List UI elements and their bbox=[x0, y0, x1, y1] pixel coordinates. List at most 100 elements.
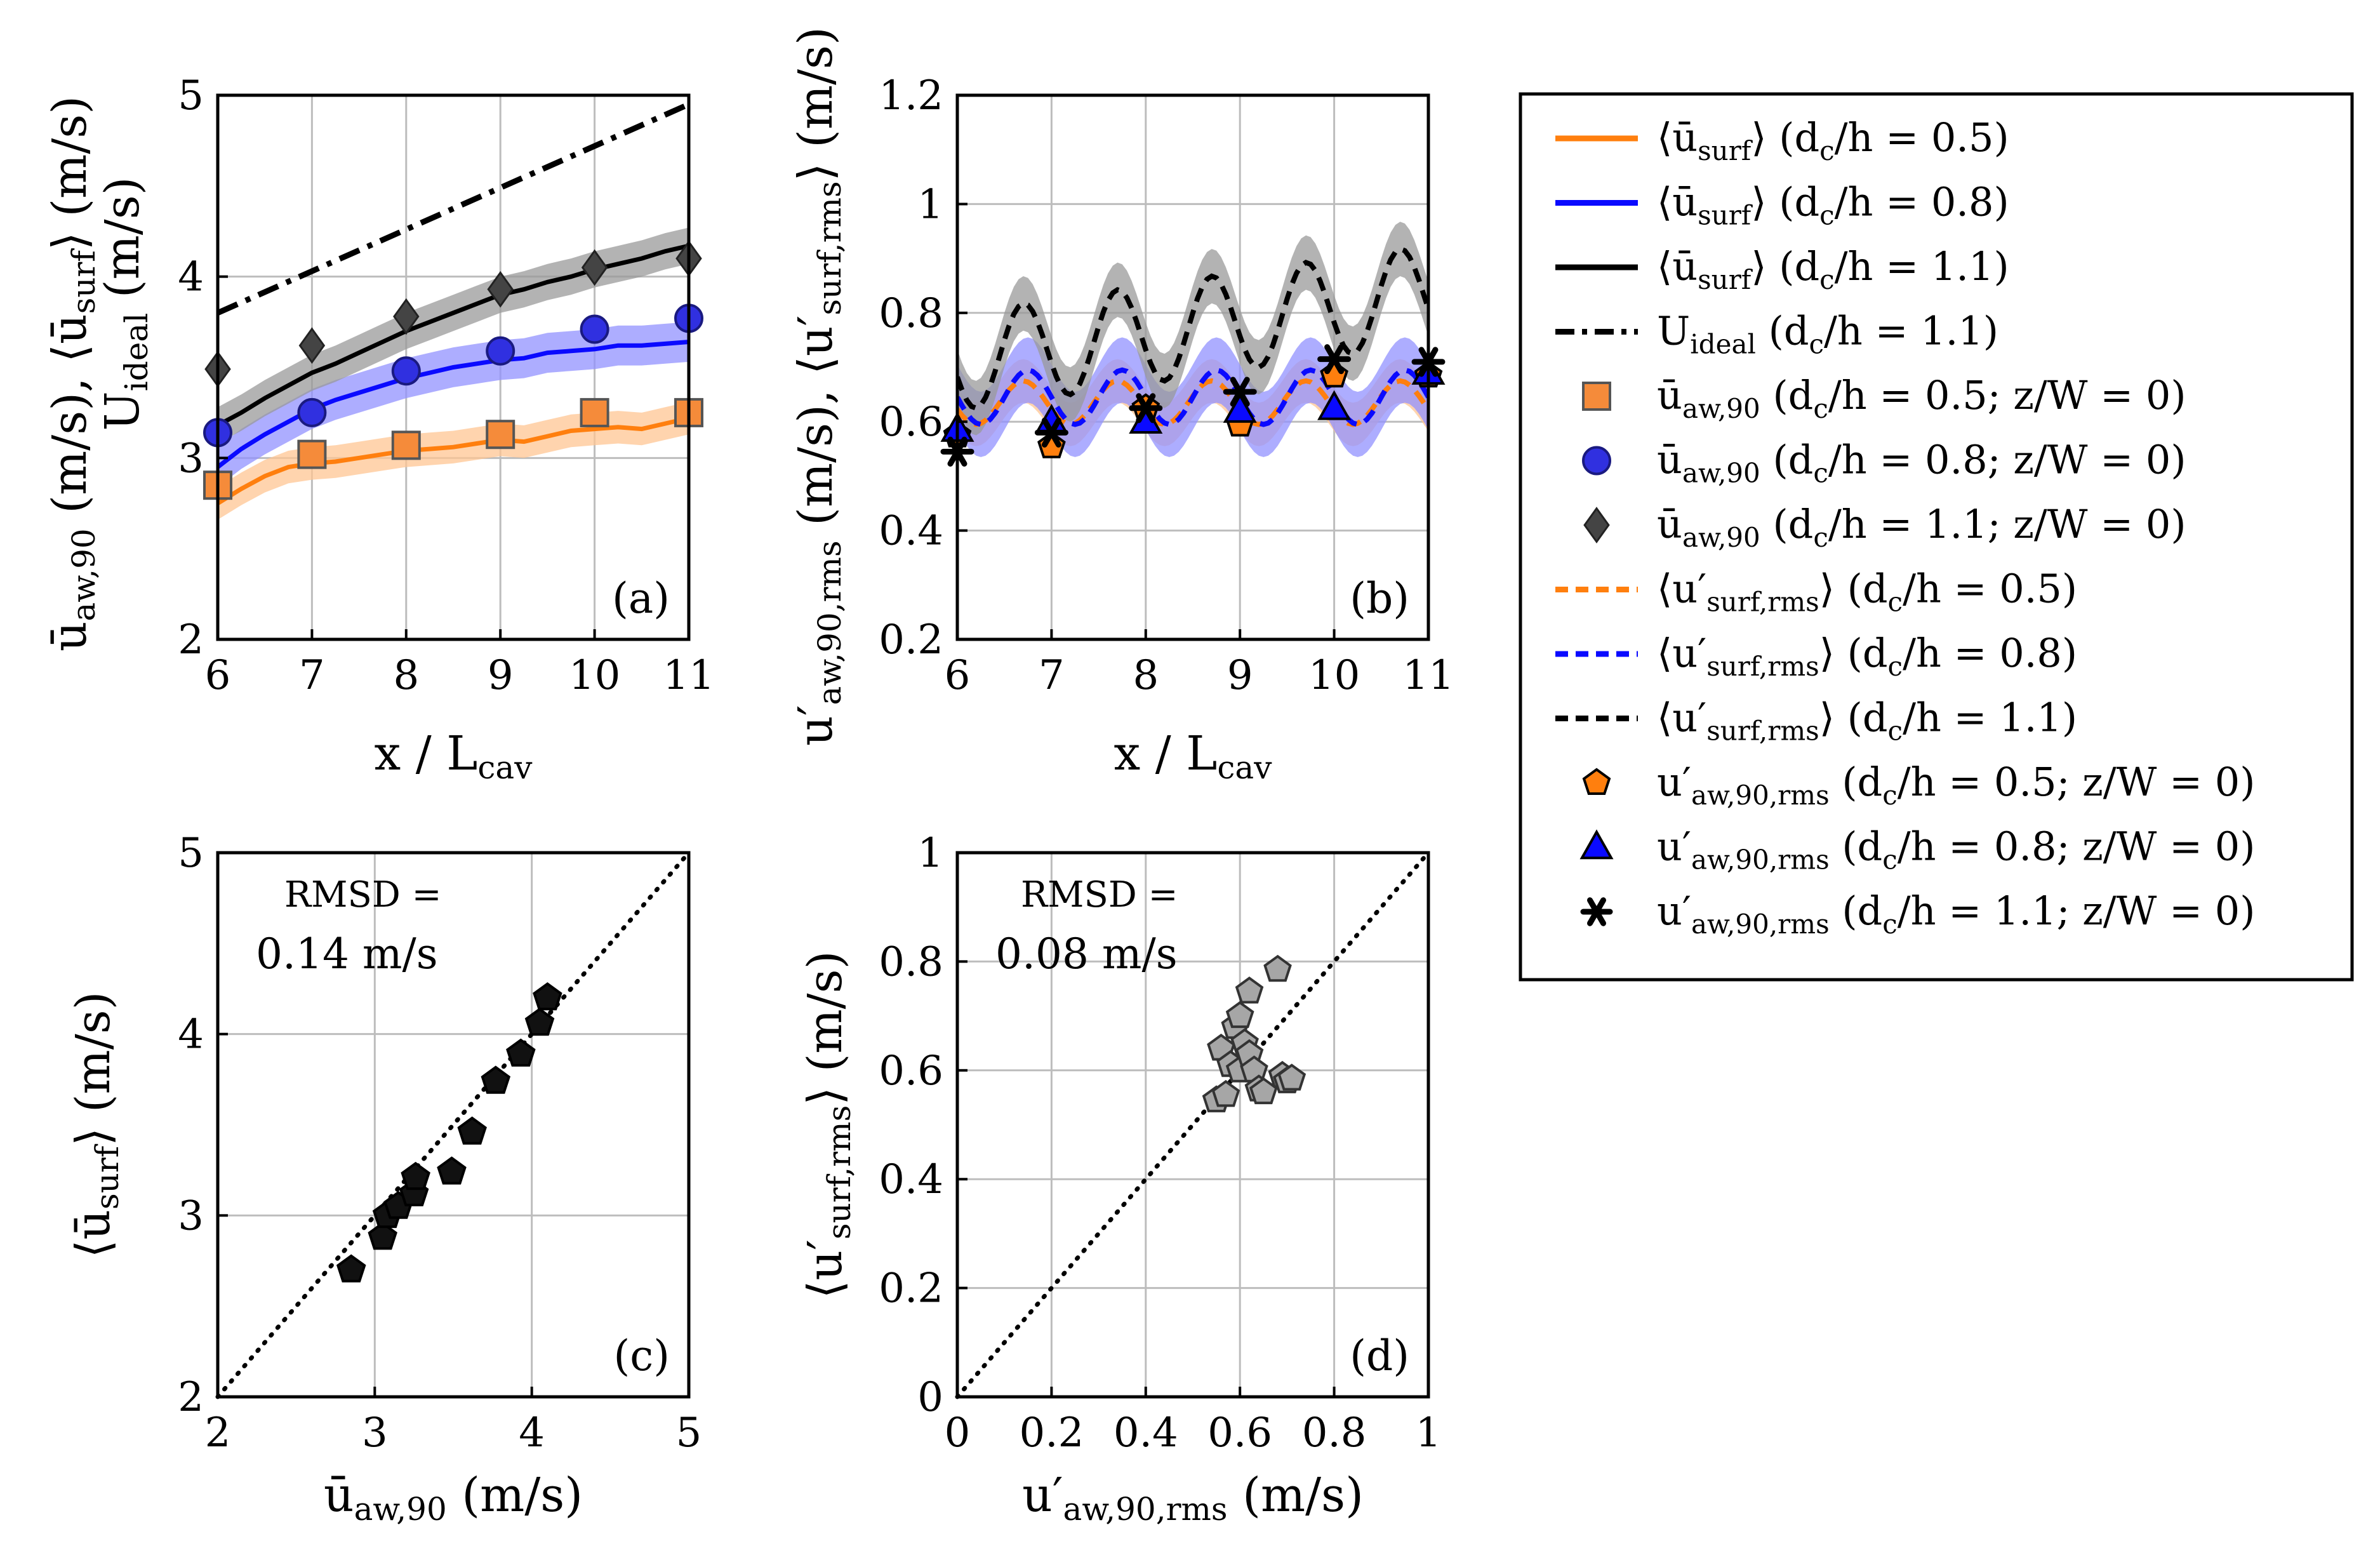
legend-label-tail: /h = 1.1) bbox=[1835, 243, 2009, 290]
y-tick-label: 4 bbox=[178, 1011, 204, 1058]
x-tick-label: 10 bbox=[569, 652, 620, 699]
legend-label-main: ū bbox=[1657, 372, 1682, 418]
label-part: ⟨ū bbox=[66, 1210, 121, 1258]
x-axis-label: x / Lcav bbox=[375, 726, 533, 786]
data-point bbox=[1235, 977, 1264, 1004]
label-part: ⟩ (m/s) bbox=[788, 27, 843, 181]
legend-label-rest: ⟩ (d bbox=[1819, 630, 1888, 676]
legend-label-main: u′ bbox=[1657, 823, 1691, 870]
y-tick-label: 0.8 bbox=[879, 290, 943, 337]
y-tick-label: 1 bbox=[917, 181, 943, 228]
legend-label: ⟨ūsurf⟩ (dc/h = 0.8) bbox=[1657, 179, 2009, 231]
legend-label-tail: /h = 1.1) bbox=[1824, 308, 1998, 354]
y-axis-label: ⟨u′surf,rms⟩ (m/s) bbox=[798, 951, 858, 1299]
legend-label-sub: aw,90,rms bbox=[1691, 909, 1830, 940]
y-tick-label: 0.8 bbox=[879, 938, 943, 985]
legend-label-main: U bbox=[1657, 308, 1690, 354]
panel-tag-a: (a) bbox=[612, 574, 670, 623]
label-subscript: surf,rms bbox=[811, 181, 848, 315]
legend-label-main: ⟨u′ bbox=[1657, 695, 1706, 741]
x-tick-label: 11 bbox=[663, 652, 714, 699]
y-tick-label: 3 bbox=[178, 1192, 204, 1239]
legend-label-main: u′ bbox=[1657, 759, 1691, 805]
x-tick-label: 7 bbox=[1039, 652, 1065, 699]
legend-label-tail: /h = 0.8) bbox=[1835, 179, 2009, 225]
legend-label-tail: /h = 0.5; z/W = 0) bbox=[1898, 759, 2256, 805]
legend-label: ⟨ūsurf⟩ (dc/h = 0.5) bbox=[1657, 114, 2009, 166]
legend-label: ⟨u′surf,rms⟩ (dc/h = 0.8) bbox=[1657, 630, 2077, 682]
data-point bbox=[1317, 390, 1352, 420]
data-point bbox=[1263, 954, 1292, 982]
uncertainty-band bbox=[218, 322, 689, 487]
legend-marker-swatch bbox=[1582, 768, 1611, 795]
rmsd-value: 0.08 m/s bbox=[995, 930, 1178, 978]
label-part: u′ bbox=[788, 705, 843, 745]
data-point bbox=[297, 439, 327, 469]
legend-label-rest: (d bbox=[1830, 823, 1883, 870]
legend-label-sub2: c bbox=[1813, 522, 1828, 553]
legend-label-sub2: c bbox=[1819, 200, 1835, 231]
panel-c: 2 3 4 5 2 3 4 5 RMSD = 0.14 m/s (c) ūaw,90 (m/s) ⟨ūs… bbox=[66, 830, 701, 1528]
legend-label: Uideal (dc/h = 1.1) bbox=[1657, 308, 1998, 360]
panel-tag-d: (d) bbox=[1350, 1331, 1409, 1380]
y-tick-label: 3 bbox=[178, 435, 204, 482]
legend-label-sub2: c bbox=[1809, 329, 1825, 360]
data-point bbox=[368, 1222, 397, 1250]
legend-label-sub: surf,rms bbox=[1706, 651, 1819, 682]
data-point bbox=[524, 1008, 555, 1036]
legend-entry: ⟨u′surf,rms⟩ (dc/h = 0.5) bbox=[1555, 566, 2077, 618]
legend-label-main: ⟨u′ bbox=[1657, 566, 1706, 612]
legend-label: ⟨u′surf,rms⟩ (dc/h = 1.1) bbox=[1657, 695, 2077, 747]
x-tick-label: 0.2 bbox=[1020, 1410, 1084, 1457]
series-line bbox=[218, 243, 689, 427]
y-tick-label: 2 bbox=[178, 617, 204, 663]
legend-label: ūaw,90 (dc/h = 0.5; z/W = 0) bbox=[1657, 372, 2186, 424]
legend-label-rest: ⟩ (d bbox=[1819, 566, 1888, 612]
legend: ⟨ūsurf⟩ (dc/h = 0.5)⟨ūsurf⟩ (dc/h = 0.8)… bbox=[1519, 92, 2354, 982]
label-subscript: aw,90,rms bbox=[1063, 1491, 1228, 1528]
x-tick-label: 1 bbox=[1416, 1410, 1442, 1457]
label-subscript: surf bbox=[65, 248, 102, 314]
legend-label-sub2: c bbox=[1882, 844, 1898, 876]
label-part: ⟩ (m/s) bbox=[66, 991, 121, 1145]
legend-entry: ⟨ūsurf⟩ (dc/h = 0.8) bbox=[1555, 179, 2009, 231]
legend-entry: Uideal (dc/h = 1.1) bbox=[1555, 308, 1998, 360]
legend-label: ⟨ūsurf⟩ (dc/h = 1.1) bbox=[1657, 243, 2009, 295]
x-tick-label: 8 bbox=[1133, 652, 1159, 699]
label-subscript: cav bbox=[1217, 749, 1272, 786]
asterisk-stroke bbox=[1136, 393, 1156, 423]
x-tick-label: 6 bbox=[945, 652, 971, 699]
data-point bbox=[1223, 377, 1257, 407]
legend-entry: u′aw,90,rms (dc/h = 1.1; z/W = 0) bbox=[1580, 888, 2255, 940]
legend-marker-swatch bbox=[1579, 829, 1614, 860]
y-tick-label: 5 bbox=[178, 72, 204, 119]
legend-label-sub2: c bbox=[1813, 458, 1828, 489]
label-subscript: ideal bbox=[118, 313, 155, 391]
y-tick-label: 0 bbox=[917, 1374, 943, 1421]
legend-label-sub: surf bbox=[1698, 135, 1753, 166]
x-axis-label: ūaw,90 (m/s) bbox=[324, 1468, 583, 1528]
asterisk-stroke bbox=[1587, 897, 1606, 926]
legend-entry: ⟨ūsurf⟩ (dc/h = 1.1) bbox=[1555, 243, 2009, 295]
y-tick-label: 0.2 bbox=[879, 617, 943, 663]
legend-label-tail: /h = 0.5) bbox=[1835, 114, 2009, 161]
identity-line bbox=[215, 850, 691, 1399]
y-axis-label: ⟨ūsurf⟩ (m/s) bbox=[66, 991, 126, 1258]
y-tick-label: 1.2 bbox=[879, 72, 943, 119]
data-point bbox=[1211, 1079, 1240, 1107]
legend-entry: ⟨ūsurf⟩ (dc/h = 0.5) bbox=[1555, 114, 2009, 166]
legend-label-main: ⟨ū bbox=[1657, 114, 1698, 161]
legend-label: u′aw,90,rms (dc/h = 1.1; z/W = 0) bbox=[1657, 888, 2255, 940]
legend-label-sub: ideal bbox=[1690, 329, 1756, 360]
label-subscript: aw,90 bbox=[354, 1491, 447, 1528]
label-part: ⟨u′ bbox=[798, 1239, 853, 1298]
legend-label-main: ⟨ū bbox=[1657, 243, 1698, 290]
x-tick-label: 10 bbox=[1308, 652, 1360, 699]
label-part: ⟩ (m/s) bbox=[798, 951, 853, 1105]
x-tick-label: 0.4 bbox=[1114, 1410, 1178, 1457]
label-part: ū bbox=[324, 1468, 354, 1523]
x-tick-label: 0.8 bbox=[1302, 1410, 1367, 1457]
y-tick-label: 0.2 bbox=[879, 1265, 943, 1312]
legend-label-rest: (d bbox=[1756, 308, 1809, 354]
label-part: (m/s) bbox=[447, 1468, 583, 1523]
